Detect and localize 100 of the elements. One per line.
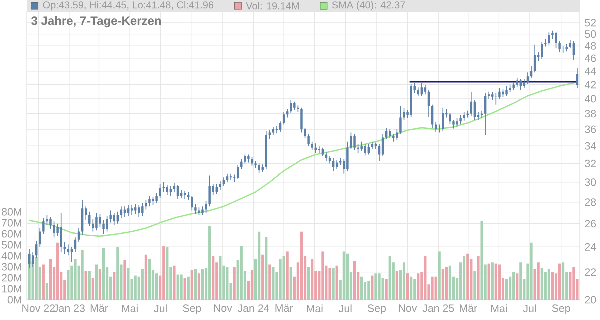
candlestick (456, 118, 458, 128)
candlestick (116, 212, 120, 224)
candlestick (360, 142, 363, 152)
y-tick-label: 46 (584, 54, 596, 62)
x-tick-label: Sep (552, 304, 570, 314)
x-tick-label: Sep (183, 304, 202, 314)
y2-tick-label: 30M (2, 263, 22, 271)
candlestick (434, 122, 438, 132)
candlestick (120, 206, 123, 218)
y-tick-label: 48 (584, 42, 596, 50)
candlestick (145, 200, 148, 210)
candlestick (566, 44, 568, 52)
candlestick (258, 164, 260, 173)
candlestick (290, 100, 292, 114)
candlestick (42, 218, 45, 234)
y-tick-label: 24 (585, 243, 596, 251)
candlestick (205, 201, 208, 213)
y2-tick-label: 20M (2, 274, 22, 282)
candlestick (460, 115, 462, 124)
y-tick-label: 28 (585, 198, 596, 206)
x-tick-label: Mai (122, 304, 138, 313)
candlestick (452, 120, 455, 129)
candlestick (304, 128, 306, 139)
candlestick (166, 185, 169, 196)
candlestick (371, 142, 374, 150)
candlestick (431, 104, 434, 128)
chart-title: 3 Jahre, 7-Tage-Kerzen (32, 16, 162, 28)
y2-tick-label: 40M (2, 252, 22, 260)
candlestick (226, 174, 229, 182)
candlestick (484, 93, 487, 136)
y-tick-label: 30 (585, 178, 596, 186)
y2-tick-label: 60M (2, 230, 22, 238)
candlestick (403, 108, 406, 120)
candlestick (382, 134, 384, 157)
candlestick (558, 41, 561, 52)
candlestick (219, 181, 222, 190)
candlestick (294, 102, 296, 110)
x-tick-label: Jul (523, 304, 536, 313)
candlestick (53, 222, 56, 238)
candlestick (265, 131, 268, 170)
x-tick-label: Sep (368, 304, 386, 314)
candlestick (50, 217, 52, 230)
line-series (28, 82, 578, 238)
candlestick (346, 142, 349, 172)
y2-tick-label: 70M (2, 219, 22, 227)
candlestick (374, 142, 378, 150)
x-tick-label: Mai (307, 304, 323, 313)
candlestick (480, 110, 484, 119)
candlestick (216, 184, 218, 194)
y-tick-label: 36 (585, 126, 596, 134)
candlestick (113, 212, 116, 226)
candlestick (314, 144, 317, 154)
x-tick-label: Jul (154, 304, 167, 313)
candlestick (156, 193, 158, 204)
candlestick (236, 166, 240, 180)
candlestick (127, 206, 130, 216)
x-tick-label: Nov (214, 304, 232, 312)
x-tick-label: Mär (90, 304, 108, 312)
x-tick-label: Jan 25 (422, 304, 454, 312)
candlestick (64, 242, 66, 254)
candlestick (492, 92, 494, 101)
candlestick (251, 157, 254, 166)
candlestick (159, 184, 162, 198)
candlestick (548, 32, 550, 45)
candlestick (466, 110, 469, 118)
candlestick (364, 144, 366, 156)
legend-label: SMA (40): 42.37 (332, 1, 406, 11)
y2-tick-label: 10M (2, 285, 22, 293)
y-tick-label: 20 (585, 296, 596, 304)
candlestick (96, 212, 98, 231)
candlestick (70, 247, 74, 262)
candlestick (512, 82, 515, 90)
candlestick (170, 186, 172, 196)
candlestick (311, 142, 314, 150)
candlestick (208, 176, 211, 207)
x-tick-label: Jul (339, 304, 352, 313)
x-tick-label: Jan 23 (54, 304, 85, 312)
candlestick (410, 84, 412, 117)
candlestick (272, 127, 275, 136)
candlestick (184, 191, 186, 200)
candlestick (322, 148, 324, 157)
x-tick-label: Mär (460, 304, 478, 312)
y-tick-label: 32 (585, 160, 596, 168)
candlestick (74, 238, 77, 252)
candlestick (78, 228, 80, 242)
y-tick-label: 40 (584, 95, 596, 103)
candlestick (300, 108, 303, 133)
candlestick (520, 79, 522, 90)
candlestick (389, 130, 392, 139)
candlestick (354, 134, 356, 150)
candlestick (368, 144, 370, 155)
candlestick (254, 160, 257, 168)
candlestick (194, 204, 197, 214)
candlestick (449, 113, 452, 124)
candlestick (138, 206, 140, 218)
y-tick-label: 22 (585, 268, 596, 276)
candlestick (332, 158, 335, 172)
candlestick (286, 109, 289, 118)
candlestick (282, 112, 286, 125)
candlestick (417, 88, 420, 96)
